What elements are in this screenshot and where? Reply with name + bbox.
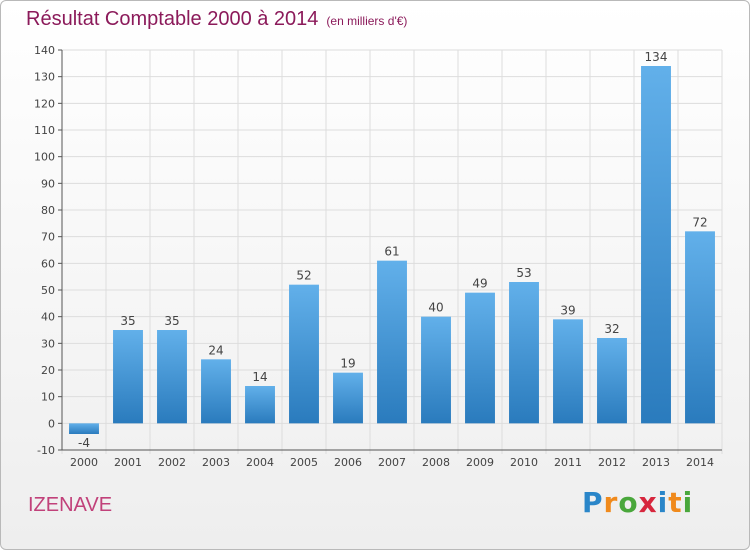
- y-tick-label: -10: [37, 444, 55, 457]
- bar: [509, 282, 539, 424]
- bar: [685, 231, 715, 424]
- y-tick-label: 80: [41, 204, 55, 217]
- x-tick-label: 2005: [290, 456, 318, 469]
- data-label: 53: [516, 266, 531, 280]
- x-tick-label: 2012: [598, 456, 626, 469]
- logo-letter: P: [582, 486, 604, 519]
- x-tick-label: 2004: [246, 456, 274, 469]
- x-tick-label: 2011: [554, 456, 582, 469]
- bar: [201, 359, 231, 424]
- x-tick-label: 2008: [422, 456, 450, 469]
- chart-title-text: Résultat Comptable 2000 à 2014: [26, 8, 319, 30]
- chart-title: Résultat Comptable 2000 à 2014 (en millie…: [26, 8, 407, 31]
- data-label: 52: [296, 269, 311, 283]
- x-tick-label: 2007: [378, 456, 406, 469]
- data-label: 134: [645, 50, 668, 64]
- y-tick-label: 90: [41, 177, 55, 190]
- logo-letter: r: [603, 486, 619, 519]
- x-tick-label: 2006: [334, 456, 362, 469]
- data-label: 61: [384, 245, 399, 259]
- commune-name: IZENAVE: [28, 494, 113, 516]
- x-tick-label: 2000: [70, 456, 98, 469]
- data-label: -4: [78, 436, 90, 450]
- y-tick-label: 60: [41, 257, 55, 270]
- y-tick-label: 30: [41, 337, 55, 350]
- logo-letter: i: [657, 486, 669, 519]
- y-tick-label: 50: [41, 284, 55, 297]
- bar: [377, 260, 407, 424]
- bar: [333, 372, 363, 424]
- x-tick-label: 2003: [202, 456, 230, 469]
- y-tick-label: 120: [34, 97, 55, 110]
- logo-letter: i: [682, 486, 694, 519]
- bar: [245, 386, 275, 424]
- bar: [289, 284, 319, 424]
- y-tick-label: 100: [34, 151, 55, 164]
- data-label: 19: [340, 357, 355, 371]
- data-label: 35: [120, 314, 135, 328]
- x-tick-label: 2002: [158, 456, 186, 469]
- y-tick-label: 20: [41, 364, 55, 377]
- y-tick-label: 110: [34, 124, 55, 137]
- y-tick-label: 140: [34, 44, 55, 57]
- data-label: 39: [560, 303, 575, 317]
- axes: -10 0 10 20 30 40 50 60 70 80 90 100 110 120 130 140 200…: [34, 44, 722, 469]
- data-label: 14: [252, 370, 267, 384]
- y-tick-label: 0: [48, 417, 55, 430]
- proxiti-logo: Proxiti: [582, 486, 693, 519]
- data-label: 72: [692, 215, 707, 229]
- bar: [597, 338, 627, 424]
- data-label: 49: [472, 277, 487, 291]
- x-tick-label: 2014: [686, 456, 714, 469]
- logo-letter: x: [638, 486, 658, 519]
- bar: [421, 316, 451, 424]
- bars: [69, 66, 715, 434]
- chart-subtitle: (en milliers d'€): [326, 14, 408, 28]
- data-label: 35: [164, 314, 179, 328]
- y-tick-label: 130: [34, 71, 55, 84]
- x-tick-label: 2010: [510, 456, 538, 469]
- x-tick-label: 2001: [114, 456, 142, 469]
- x-tick-label: 2009: [466, 456, 494, 469]
- bar: [641, 66, 671, 424]
- x-tick-label: 2013: [642, 456, 670, 469]
- y-tick-label: 10: [41, 391, 55, 404]
- data-label: 32: [604, 322, 619, 336]
- bar: [553, 319, 583, 424]
- logo-letter: o: [618, 486, 639, 519]
- logo-letter: t: [668, 486, 683, 519]
- bar: [465, 292, 495, 424]
- data-label: 40: [428, 301, 443, 315]
- bar: [113, 330, 143, 424]
- y-tick-label: 40: [41, 311, 55, 324]
- data-label: 24: [208, 343, 223, 357]
- y-tick-label: 70: [41, 231, 55, 244]
- bar: [69, 423, 99, 434]
- data-labels: -4 35 35 24 14 52 19 61 40 49 53 39 32 134 72: [78, 50, 708, 450]
- bar: [157, 330, 187, 424]
